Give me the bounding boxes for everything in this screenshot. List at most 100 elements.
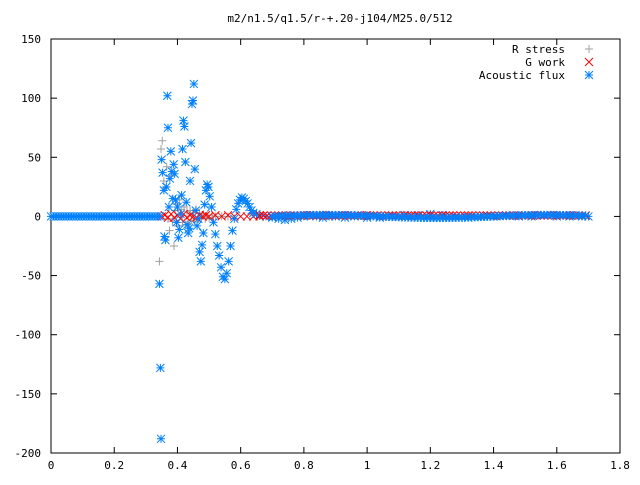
legend-label: Acoustic flux <box>479 69 565 82</box>
data-point <box>205 191 215 201</box>
x-tick-label: 1 <box>364 459 371 472</box>
data-point <box>163 123 173 133</box>
data-point <box>162 182 171 192</box>
data-point <box>222 268 232 278</box>
y-tick-label: 100 <box>21 92 41 105</box>
data-point <box>157 155 166 165</box>
y-tick-label: -100 <box>15 329 42 342</box>
y-tick-label: 50 <box>28 151 41 164</box>
x-tick-label: 0.8 <box>294 459 314 472</box>
data-point <box>231 204 241 214</box>
data-point <box>160 232 169 241</box>
x-tick-label: 0.6 <box>231 459 251 472</box>
data-point <box>164 202 174 212</box>
y-tick-label: -50 <box>21 270 41 283</box>
data-point <box>212 241 222 251</box>
data-point <box>220 274 230 284</box>
y-tick-label: 0 <box>34 210 41 223</box>
data-point <box>162 162 171 171</box>
data-point <box>255 211 264 220</box>
data-point <box>584 212 593 221</box>
data-point <box>174 233 183 243</box>
data-point <box>200 200 209 209</box>
data-point <box>196 257 206 266</box>
data-point <box>180 122 189 131</box>
data-point <box>280 215 290 225</box>
x-tick-label: 0 <box>48 459 55 472</box>
data-point <box>228 226 237 235</box>
data-point <box>202 180 212 189</box>
data-point <box>174 225 184 234</box>
legend-marker <box>584 57 594 67</box>
axes: 0 0.2 0.4 0.6 0.8 1 1.2 1.4 1.6 1.8 -200 -150 -100 -5… <box>15 33 630 472</box>
data-point <box>252 209 261 219</box>
data-point <box>201 186 211 195</box>
data-point <box>189 79 199 89</box>
legend-label: G work <box>525 56 565 69</box>
data-point <box>162 91 172 101</box>
data-point <box>245 202 254 212</box>
x-tick-label: 1.6 <box>547 459 567 472</box>
data-point <box>580 211 590 221</box>
data-point <box>259 211 268 220</box>
data-point <box>177 190 186 200</box>
data-point <box>165 174 175 183</box>
data-point <box>168 194 178 204</box>
data-point <box>172 217 181 227</box>
data-point <box>165 226 174 235</box>
data-point <box>170 169 179 179</box>
data-point <box>181 197 191 207</box>
data-point <box>182 220 192 230</box>
data-point <box>169 242 178 250</box>
data-point <box>173 202 182 212</box>
legend-label: R stress <box>512 43 565 56</box>
data-point <box>193 214 203 224</box>
data-point <box>155 212 165 221</box>
data-point <box>191 206 201 215</box>
series-star <box>155 79 593 444</box>
data-point <box>207 202 216 212</box>
data-point <box>224 257 234 266</box>
y-tick-label: -150 <box>15 388 42 401</box>
legend-marker <box>585 45 593 53</box>
chart-title: m2/n1.5/q1.5/r-+.20-j104/M25.0/512 <box>227 12 452 25</box>
data-point <box>229 214 239 224</box>
data-point <box>166 147 176 156</box>
data-point <box>158 168 167 178</box>
y-tick-label: 150 <box>21 33 41 46</box>
data-point <box>199 228 208 238</box>
data-point <box>157 145 166 154</box>
data-point <box>159 186 169 195</box>
zero-band <box>46 210 591 223</box>
legend-marker <box>584 70 594 80</box>
data-point <box>243 199 252 208</box>
data-point <box>204 182 213 192</box>
data-point <box>185 210 195 220</box>
data-point <box>180 157 190 167</box>
data-point <box>188 96 198 105</box>
data-point <box>224 212 233 221</box>
data-point <box>176 209 185 219</box>
data-point <box>197 240 207 250</box>
data-point <box>184 223 194 233</box>
x-tick-label: 0.2 <box>104 459 124 472</box>
data-point <box>186 138 196 148</box>
data-point <box>242 212 252 221</box>
data-point <box>209 217 218 227</box>
data-point <box>195 247 204 257</box>
x-tick-label: 1.4 <box>484 459 504 472</box>
x-tick-label: 0.4 <box>168 459 188 472</box>
data-point <box>214 251 224 260</box>
data-point <box>248 208 258 218</box>
data-point <box>155 279 164 289</box>
data-point <box>187 99 197 109</box>
data-point <box>226 241 235 251</box>
y-tick-label: -200 <box>15 447 42 460</box>
data-point <box>158 136 167 145</box>
data-series <box>46 79 593 444</box>
data-point <box>156 363 165 373</box>
data-point <box>216 262 226 272</box>
